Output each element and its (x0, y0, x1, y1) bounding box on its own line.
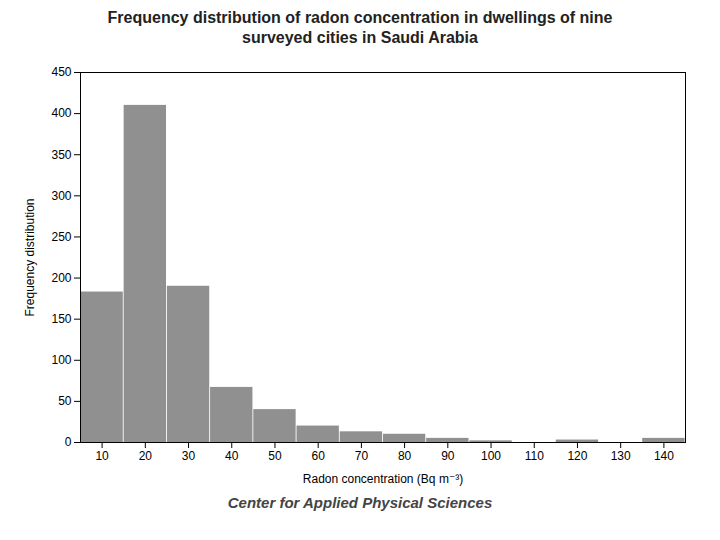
svg-text:120: 120 (567, 449, 587, 463)
svg-text:100: 100 (481, 449, 501, 463)
svg-text:10: 10 (95, 449, 109, 463)
html-text:Center for Applied Physical Sc: Center for Applied Physical Sciences (227, 494, 493, 511)
svg-text:250: 250 (51, 230, 71, 244)
svg-text:60: 60 (311, 449, 325, 463)
svg-text:40: 40 (225, 449, 239, 463)
svg-text:Radon concentration (Bq m⁻³): Radon concentration (Bq m⁻³) (303, 472, 463, 486)
svg-text:90: 90 (441, 449, 455, 463)
svg-text:0: 0 (65, 435, 72, 449)
svg-text:20: 20 (139, 449, 153, 463)
svg-text:450: 450 (51, 65, 71, 79)
svg-text:140: 140 (654, 449, 674, 463)
svg-text:350: 350 (51, 148, 71, 162)
svg-text:110: 110 (525, 449, 544, 463)
svg-text:200: 200 (51, 271, 71, 285)
svg-text:50: 50 (58, 394, 72, 408)
svg-text:70: 70 (355, 449, 369, 463)
svg-text:100: 100 (51, 353, 71, 367)
svg-text:80: 80 (398, 449, 412, 463)
svg-text:50: 50 (268, 449, 282, 463)
svg-text:30: 30 (182, 449, 196, 463)
svg-text:Frequency distribution: Frequency distribution (23, 198, 37, 316)
svg-text:300: 300 (51, 189, 71, 203)
svg-text:150: 150 (51, 312, 71, 326)
svg-text:130: 130 (611, 449, 631, 463)
svg-text:400: 400 (51, 106, 71, 120)
html-text:Frequency distribution of rado: Frequency distribution of radon concentr… (107, 9, 613, 46)
